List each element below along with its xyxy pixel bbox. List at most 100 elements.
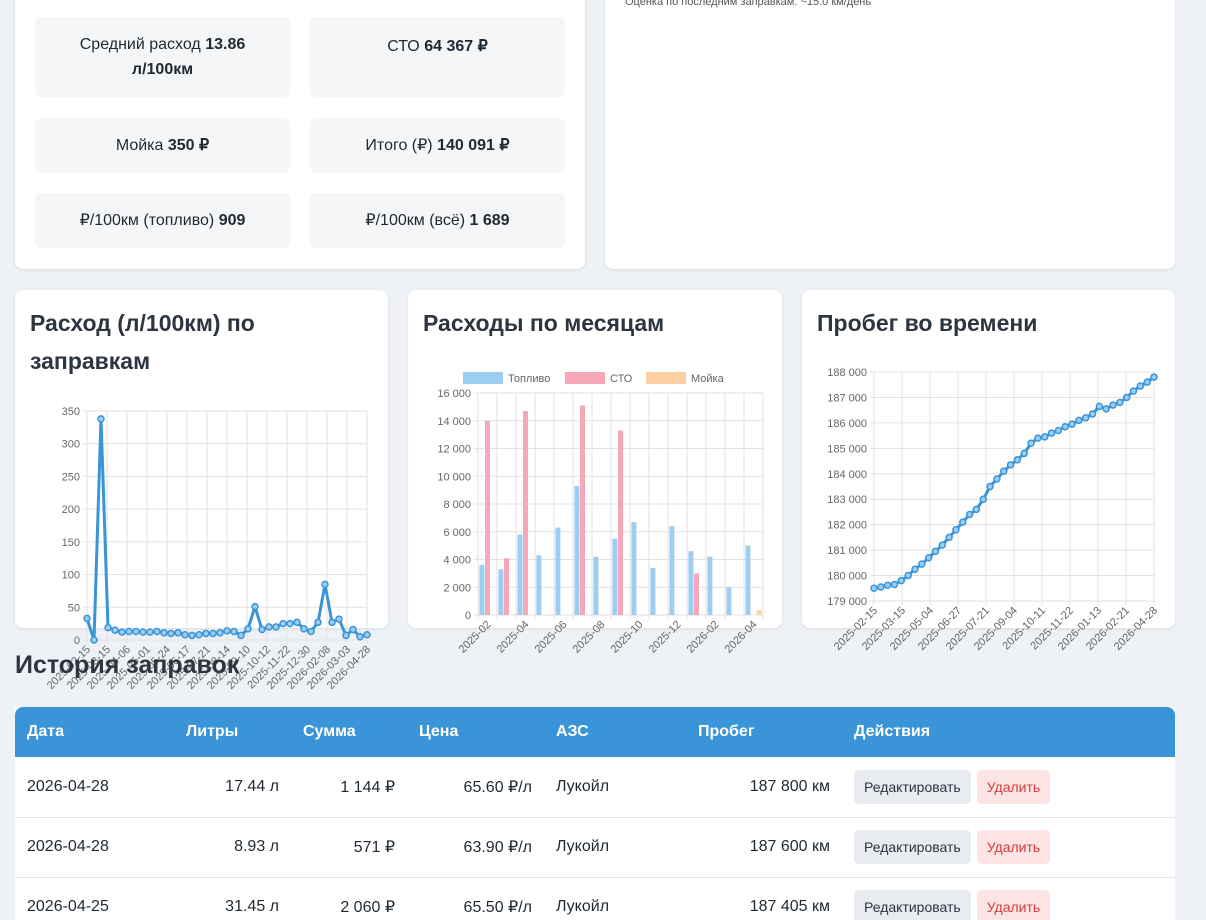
edit-button[interactable]: Редактировать: [854, 890, 971, 920]
stat-service: СТО 64 367 ₽: [310, 17, 565, 97]
stat-value: 64 367 ₽: [424, 38, 488, 55]
cell-station: Лукойл: [544, 817, 686, 878]
stat-value: 909: [218, 212, 246, 229]
x-tick-label: 2025-06: [533, 619, 570, 656]
cell-station: Лукойл: [544, 877, 686, 920]
stat-value: 13.86 л/100км: [131, 36, 246, 78]
consumption-chart: 0501001502002503003502025-02-152025-03-1…: [45, 406, 373, 692]
y-tick-label: 187 000: [827, 392, 867, 404]
data-point: [132, 627, 140, 636]
data-point: [1034, 434, 1042, 442]
cell-mileage: 187 800 км: [686, 757, 842, 818]
legend-swatch: [646, 372, 686, 384]
bar: [694, 573, 699, 615]
data-point: [265, 623, 273, 631]
data-point: [90, 636, 98, 644]
data-point: [153, 627, 161, 636]
cell-price: 63.90 ₽/л: [407, 817, 544, 878]
y-tick-label: 186 000: [827, 418, 867, 430]
x-tick-label: 2025-10: [609, 619, 646, 656]
cell-date: 2026-04-28: [15, 817, 174, 878]
column-header-mileage: Пробег: [686, 707, 842, 757]
bar: [523, 411, 528, 615]
legend-label: Топливо: [508, 373, 550, 385]
data-point: [160, 629, 168, 637]
cell-sum: 1 144 ₽: [291, 757, 407, 818]
stat-label: Итого (₽): [365, 137, 433, 154]
edit-button[interactable]: Редактировать: [854, 769, 971, 804]
y-tick-label: 188 000: [827, 367, 867, 379]
data-point: [993, 475, 1001, 483]
stat-avg-consumption: Средний расход 13.86 л/100км: [35, 17, 290, 97]
data-point: [328, 618, 336, 627]
y-tick-label: 300: [62, 439, 80, 451]
y-tick-label: 184 000: [827, 469, 867, 481]
data-point: [877, 583, 885, 591]
data-point: [1020, 449, 1028, 458]
data-point: [1088, 410, 1097, 418]
column-header-station: АЗС: [544, 707, 686, 757]
bar: [479, 565, 485, 615]
stat-per100-all: ₽/100км (всё) 1 689: [310, 193, 565, 248]
data-point: [223, 627, 231, 635]
stats-card: Средний расход 13.86 л/100км СТО 64 367 …: [15, 0, 585, 269]
consumption-chart-card: Расход (л/100км) по заправкам 0 50 100 150 2…: [15, 290, 388, 692]
data-point: [258, 625, 266, 634]
chart-title: Пробег во времени: [817, 310, 1038, 336]
legend-swatch: [565, 372, 605, 384]
cell-actions: Редактировать Удалить: [842, 757, 1175, 818]
data-point: [1040, 433, 1049, 441]
monthly-chart-card: Расходы по месяцам 0 2 000 4 000 6 000 8 000…: [408, 290, 782, 656]
data-point: [167, 629, 175, 638]
edit-button[interactable]: Редактировать: [854, 830, 971, 864]
delete-button[interactable]: Удалить: [976, 769, 1051, 804]
stat-label: Мойка: [115, 137, 164, 154]
x-tick-label: 2025-08: [571, 619, 608, 656]
data-point: [349, 625, 357, 634]
bar: [650, 567, 656, 615]
data-point: [83, 614, 91, 623]
legend-label: СТО: [610, 373, 633, 385]
data-point: [1143, 378, 1151, 386]
data-point: [286, 619, 294, 628]
cell-date: 2026-04-28: [15, 757, 174, 818]
bar: [504, 558, 509, 615]
cell-actions: Редактировать Удалить: [842, 877, 1175, 920]
data-point: [972, 505, 981, 514]
y-tick-label: 0: [465, 610, 471, 622]
cell-sum: 571 ₽: [291, 817, 407, 878]
y-tick-label: 14 000: [437, 416, 471, 428]
cell-actions: Редактировать Удалить: [842, 817, 1175, 878]
data-point: [1027, 439, 1035, 447]
data-point: [356, 632, 364, 641]
data-point: [870, 584, 878, 593]
stat-per100-fuel: ₽/100км (топливо) 909: [35, 193, 290, 248]
bar: [756, 610, 762, 615]
data-point: [890, 580, 899, 589]
bar: [707, 556, 713, 615]
chart-title: Расходы по месяцам: [423, 310, 665, 336]
data-point: [965, 510, 974, 519]
data-point: [931, 547, 940, 556]
history-table: Дата Литры Сумма Цена АЗС Пробег Действи…: [15, 707, 1175, 920]
legend-label: Мойка: [691, 373, 725, 385]
y-tick-label: 4 000: [443, 555, 471, 567]
delete-button[interactable]: Удалить: [976, 890, 1051, 920]
data-point: [1129, 387, 1138, 395]
column-header-sum: Сумма: [291, 707, 407, 757]
bar: [498, 569, 504, 615]
data-point: [251, 602, 259, 611]
chart-title: Расход (л/100км) по заправкам: [30, 310, 255, 374]
data-point: [959, 518, 967, 526]
column-header-price: Цена: [407, 707, 544, 757]
y-tick-label: 8 000: [443, 499, 471, 511]
data-point: [938, 541, 947, 549]
data-point: [125, 627, 133, 636]
data-point: [195, 631, 203, 639]
data-point: [911, 565, 919, 573]
bar: [612, 538, 618, 615]
data-point: [335, 615, 343, 623]
data-point: [321, 580, 329, 589]
delete-button[interactable]: Удалить: [976, 830, 1051, 864]
y-tick-label: 183 000: [827, 494, 867, 506]
